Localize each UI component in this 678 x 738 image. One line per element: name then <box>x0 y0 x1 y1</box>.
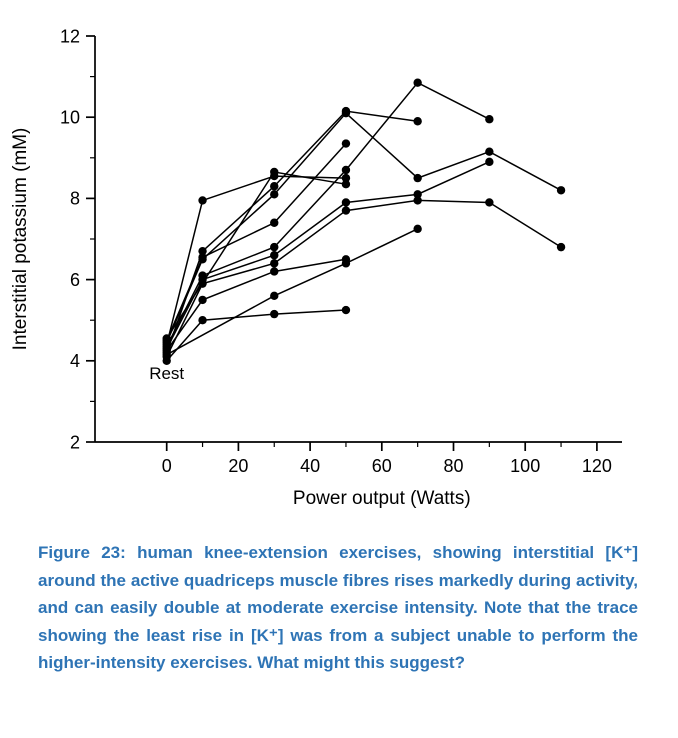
data-point <box>162 334 171 343</box>
data-point <box>270 242 279 252</box>
series-line-subject-10 <box>166 258 347 352</box>
x-axis-label: Power output (Watts) <box>293 488 471 509</box>
data-point <box>413 224 422 234</box>
data-point <box>270 267 279 276</box>
data-point <box>341 179 351 189</box>
data-point <box>341 173 351 183</box>
data-point <box>162 356 171 365</box>
data-point <box>270 167 279 177</box>
y-tick-label: 4 <box>70 351 80 371</box>
x-tick-label: 0 <box>162 456 172 476</box>
data-point <box>270 218 279 227</box>
series-line-subject-1 <box>166 81 490 347</box>
data-point <box>341 259 351 268</box>
data-point <box>413 173 422 183</box>
series-line-subject-11 <box>166 228 418 356</box>
series-line-subject-6 <box>165 175 346 345</box>
x-tick-label: 100 <box>510 456 540 476</box>
data-point <box>270 291 279 301</box>
data-point <box>413 78 422 87</box>
data-point <box>270 182 279 191</box>
x-tick-label: 40 <box>300 456 320 476</box>
annotation-rest: Rest <box>149 364 184 383</box>
x-tick-label: 20 <box>228 456 248 476</box>
data-point <box>413 117 422 126</box>
data-point <box>270 259 279 268</box>
data-point <box>198 316 207 325</box>
data-point <box>198 246 207 256</box>
y-tick-label: 2 <box>70 432 80 452</box>
data-point <box>341 165 351 175</box>
y-tick-label: 10 <box>60 108 80 128</box>
data-point <box>341 108 351 118</box>
data-point <box>341 305 351 315</box>
data-point <box>413 190 422 199</box>
figure: 2 4 6 8 10 12 0 20 40 60 80 100 120 Power output (Wat… <box>10 26 638 673</box>
series-line-subject-7 <box>166 143 347 341</box>
data-point <box>198 275 207 284</box>
data-point <box>413 196 422 205</box>
x-tick-label: 60 <box>372 456 392 476</box>
data-point <box>556 186 566 195</box>
data-point <box>485 147 494 156</box>
data-point <box>198 295 207 305</box>
data-point <box>341 139 351 148</box>
x-tick-label: 120 <box>582 456 612 476</box>
y-tick-label: 12 <box>60 26 80 46</box>
x-tick-label: 80 <box>443 456 463 476</box>
data-point <box>270 251 279 260</box>
figure-caption: Figure 23: human knee-extension exercise… <box>38 543 638 673</box>
y-tick-label: 6 <box>70 270 80 290</box>
data-point <box>485 198 494 207</box>
data-point <box>485 115 494 124</box>
data-point <box>341 206 351 215</box>
y-tick-label: 8 <box>70 189 80 209</box>
data-point <box>341 198 351 207</box>
data-point <box>485 157 494 167</box>
data-point <box>198 253 207 262</box>
data-point <box>556 242 566 252</box>
data-point <box>270 309 279 319</box>
data-point <box>162 350 171 359</box>
y-axis-label: Interstitial potassium (mM) <box>10 128 31 351</box>
data-point <box>198 196 207 205</box>
data-point <box>270 190 279 199</box>
series-line-subject-4 <box>166 199 562 358</box>
series-line-subject-8 <box>166 309 346 362</box>
